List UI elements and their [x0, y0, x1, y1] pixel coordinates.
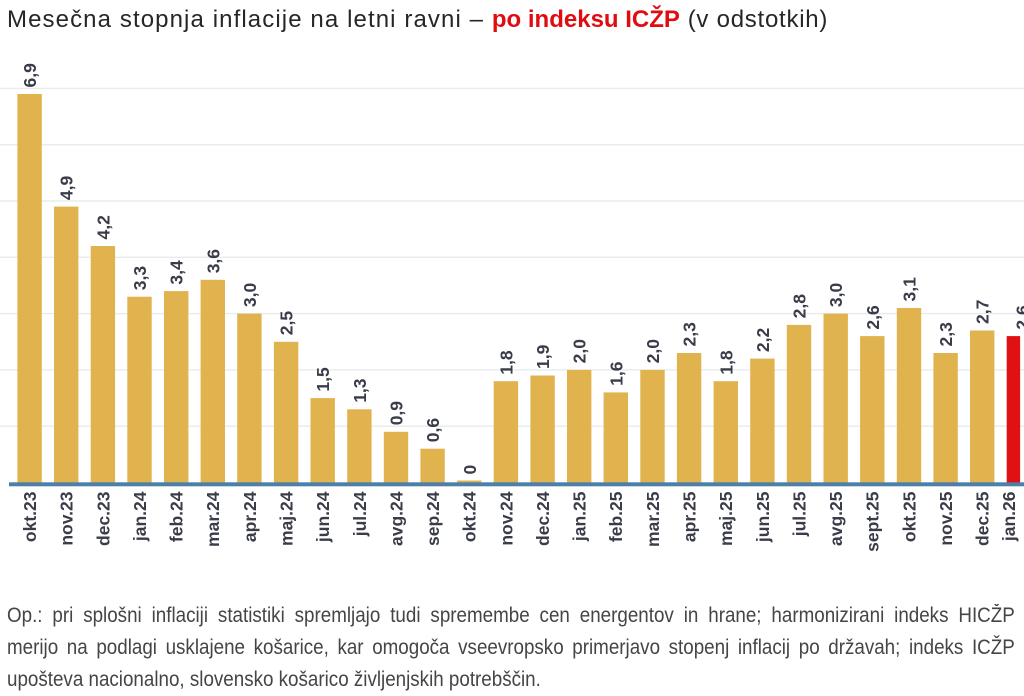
svg-text:maj.25: maj.25	[716, 491, 736, 546]
svg-text:2,3: 2,3	[936, 322, 956, 347]
svg-text:mar.25: mar.25	[643, 491, 663, 547]
svg-text:1,8: 1,8	[496, 350, 516, 375]
svg-text:sept.25: sept.25	[863, 491, 883, 552]
svg-text:jan.25: jan.25	[570, 491, 590, 542]
svg-text:2,8: 2,8	[790, 294, 810, 319]
svg-text:maj.24: maj.24	[277, 491, 297, 546]
svg-text:0,9: 0,9	[387, 401, 407, 426]
svg-text:avg.24: avg.24	[386, 491, 406, 546]
svg-text:1,6: 1,6	[606, 361, 626, 386]
svg-text:jun.25: jun.25	[753, 491, 773, 543]
svg-text:1,3: 1,3	[350, 378, 370, 403]
svg-text:3,6: 3,6	[203, 249, 223, 274]
svg-text:okt.25: okt.25	[899, 491, 919, 542]
svg-text:0,6: 0,6	[423, 418, 443, 443]
svg-text:2,5: 2,5	[277, 311, 297, 336]
svg-text:jul.24: jul.24	[350, 491, 370, 537]
svg-text:0: 0	[460, 465, 480, 475]
svg-text:okt.24: okt.24	[460, 491, 480, 542]
svg-text:2,0: 2,0	[643, 339, 663, 364]
svg-text:nov.23: nov.23	[57, 491, 77, 545]
svg-text:4,9: 4,9	[57, 176, 77, 201]
svg-text:dec.25: dec.25	[973, 491, 993, 546]
svg-text:nov.24: nov.24	[496, 491, 516, 545]
svg-text:1,9: 1,9	[533, 344, 553, 369]
svg-text:okt.23: okt.23	[20, 491, 40, 542]
svg-text:6,9: 6,9	[20, 63, 40, 88]
svg-text:2,7: 2,7	[973, 300, 993, 324]
svg-text:3,0: 3,0	[240, 283, 260, 308]
svg-text:3,3: 3,3	[130, 266, 150, 291]
svg-text:dec.24: dec.24	[533, 491, 553, 546]
svg-text:1,5: 1,5	[313, 367, 333, 392]
svg-text:2,6: 2,6	[1012, 305, 1024, 330]
svg-text:3,4: 3,4	[167, 260, 187, 285]
svg-text:sep.24: sep.24	[423, 491, 443, 546]
svg-text:apr.25: apr.25	[680, 491, 700, 542]
svg-text:1,8: 1,8	[716, 350, 736, 375]
svg-text:jul.25: jul.25	[789, 491, 809, 537]
svg-text:4,2: 4,2	[93, 215, 113, 240]
svg-text:jun.24: jun.24	[313, 491, 333, 543]
svg-text:jan.26: jan.26	[999, 491, 1019, 542]
svg-text:feb.25: feb.25	[606, 491, 626, 542]
svg-text:2,6: 2,6	[863, 305, 883, 330]
svg-text:feb.24: feb.24	[167, 491, 187, 542]
svg-text:nov.25: nov.25	[936, 491, 956, 545]
svg-text:2,3: 2,3	[680, 322, 700, 347]
svg-text:avg.25: avg.25	[826, 491, 846, 546]
svg-text:2,0: 2,0	[570, 339, 590, 364]
svg-text:3,0: 3,0	[826, 283, 846, 308]
svg-text:apr.24: apr.24	[240, 491, 260, 542]
svg-text:jan.24: jan.24	[130, 491, 150, 542]
svg-text:2,2: 2,2	[753, 328, 773, 353]
svg-text:dec.23: dec.23	[93, 491, 113, 546]
svg-text:3,1: 3,1	[900, 277, 920, 302]
svg-text:mar.24: mar.24	[203, 491, 223, 547]
